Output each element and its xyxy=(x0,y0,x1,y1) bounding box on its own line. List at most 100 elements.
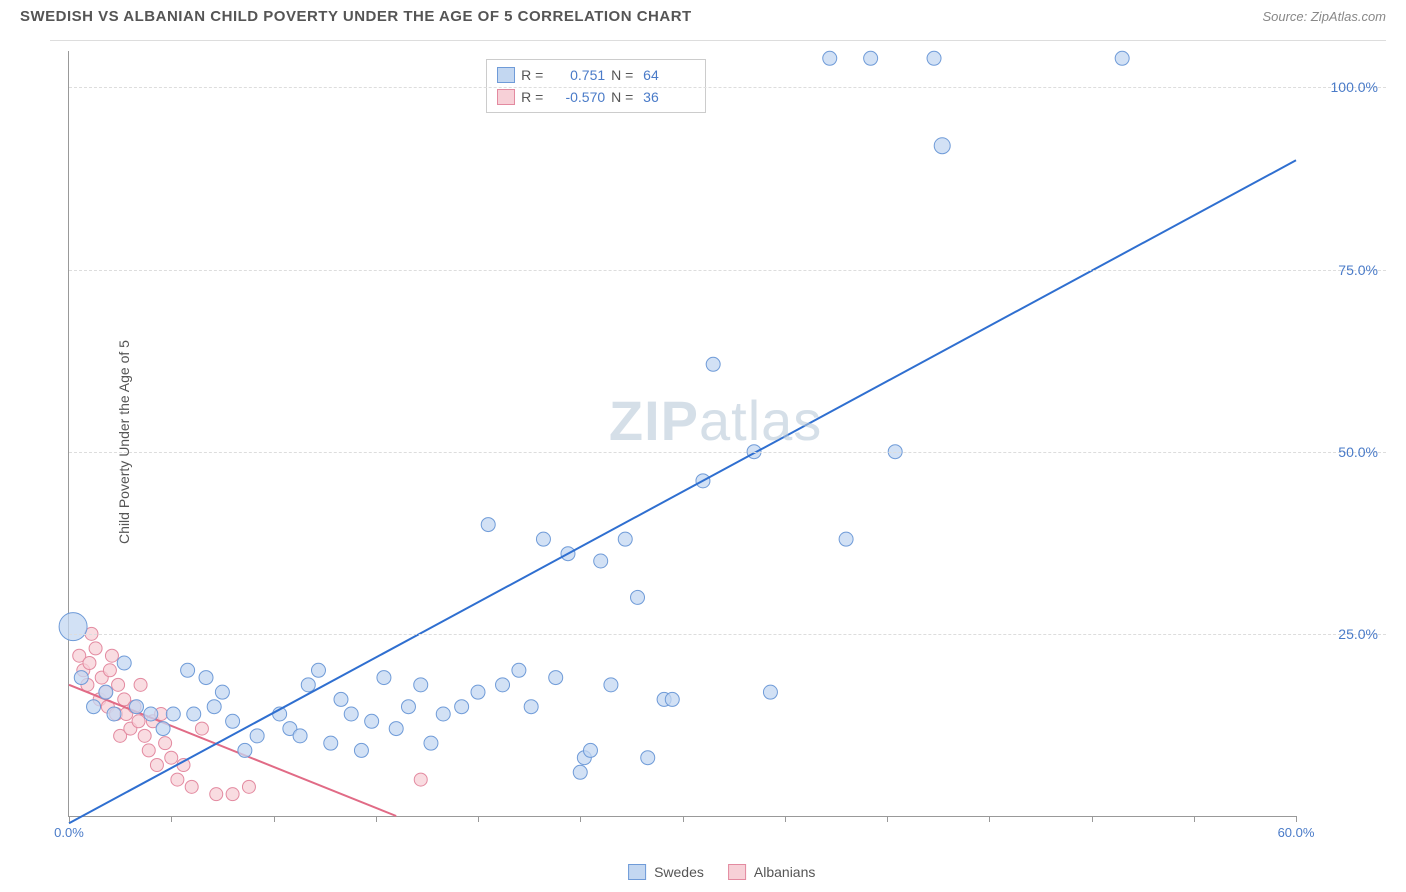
stat-r-value: -0.570 xyxy=(553,86,605,108)
data-point xyxy=(226,714,240,728)
data-point xyxy=(112,678,125,691)
x-tick xyxy=(989,816,990,822)
data-point xyxy=(144,707,158,721)
x-tick xyxy=(683,816,684,822)
data-point xyxy=(549,671,563,685)
data-point xyxy=(496,678,510,692)
data-point xyxy=(166,707,180,721)
x-tick xyxy=(785,816,786,822)
legend-swatch xyxy=(728,864,746,880)
data-point xyxy=(187,707,201,721)
x-tick xyxy=(69,816,70,822)
legend-swatch xyxy=(497,67,515,83)
data-point xyxy=(414,678,428,692)
data-point xyxy=(927,51,941,65)
data-point xyxy=(436,707,450,721)
x-tick xyxy=(1092,816,1093,822)
legend-item: Albanians xyxy=(728,864,816,880)
data-point xyxy=(823,51,837,65)
stats-row: R = -0.570 N = 36 xyxy=(497,86,695,108)
data-point xyxy=(455,700,469,714)
data-point xyxy=(129,700,143,714)
chart-title: SWEDISH VS ALBANIAN CHILD POVERTY UNDER … xyxy=(20,8,692,25)
data-point xyxy=(165,751,178,764)
data-point xyxy=(301,678,315,692)
data-point xyxy=(99,685,113,699)
data-point xyxy=(238,743,252,757)
x-tick xyxy=(478,816,479,822)
data-point xyxy=(389,722,403,736)
data-point xyxy=(631,590,645,604)
stats-box: R =0.751N =64R = -0.570 N = 36 xyxy=(486,59,706,113)
plot-area: ZIPatlas R =0.751N =64R =-0.570N =36 25.… xyxy=(68,51,1296,817)
data-point xyxy=(311,663,325,677)
data-point xyxy=(354,743,368,757)
data-point xyxy=(864,51,878,65)
data-point xyxy=(134,678,147,691)
x-tick-label: 60.0% xyxy=(1278,825,1315,840)
gridline xyxy=(69,87,1386,88)
data-point xyxy=(215,685,229,699)
data-point xyxy=(89,642,102,655)
data-point xyxy=(839,532,853,546)
bottom-legend: Swedes Albanians xyxy=(628,864,815,880)
data-point xyxy=(471,685,485,699)
data-point xyxy=(199,671,213,685)
data-point xyxy=(293,729,307,743)
data-point xyxy=(424,736,438,750)
data-point xyxy=(181,663,195,677)
data-point xyxy=(150,759,163,772)
data-point xyxy=(573,765,587,779)
data-point xyxy=(583,743,597,757)
stat-r-label: R = xyxy=(521,86,547,108)
legend-swatch xyxy=(628,864,646,880)
chart-source: Source: ZipAtlas.com xyxy=(1262,9,1386,24)
y-tick-label: 100.0% xyxy=(1331,79,1378,95)
data-point xyxy=(142,744,155,757)
data-point xyxy=(195,722,208,735)
data-point xyxy=(250,729,264,743)
data-point xyxy=(414,773,427,786)
data-point xyxy=(83,657,96,670)
data-point xyxy=(512,663,526,677)
chart-header: SWEDISH VS ALBANIAN CHILD POVERTY UNDER … xyxy=(0,0,1406,29)
data-point xyxy=(207,700,221,714)
data-point xyxy=(103,664,116,677)
y-tick-label: 50.0% xyxy=(1338,444,1378,460)
y-tick-label: 25.0% xyxy=(1338,626,1378,642)
stats-row: R =0.751N =64 xyxy=(497,64,695,86)
data-point xyxy=(334,692,348,706)
data-point xyxy=(171,773,184,786)
x-tick xyxy=(171,816,172,822)
data-point xyxy=(604,678,618,692)
stat-r-label: R = xyxy=(521,64,547,86)
data-point xyxy=(210,788,223,801)
data-point xyxy=(618,532,632,546)
legend-swatch xyxy=(497,89,515,105)
x-tick xyxy=(274,816,275,822)
data-point xyxy=(665,692,679,706)
data-point xyxy=(185,780,198,793)
data-point xyxy=(324,736,338,750)
y-tick-label: 75.0% xyxy=(1338,262,1378,278)
data-point xyxy=(138,729,151,742)
x-tick xyxy=(1296,816,1297,822)
plot-svg xyxy=(69,51,1296,816)
stat-n-label: N = xyxy=(611,86,637,108)
data-point xyxy=(1115,51,1129,65)
data-point xyxy=(74,671,88,685)
data-point xyxy=(763,685,777,699)
x-tick xyxy=(887,816,888,822)
data-point xyxy=(156,722,170,736)
data-point xyxy=(226,788,239,801)
data-point xyxy=(365,714,379,728)
regression-line xyxy=(69,160,1296,823)
legend-item: Swedes xyxy=(628,864,704,880)
stat-n-value: 36 xyxy=(643,86,695,108)
data-point xyxy=(107,707,121,721)
legend-label: Swedes xyxy=(654,864,704,880)
x-tick xyxy=(1194,816,1195,822)
stat-n-value: 64 xyxy=(643,64,695,86)
legend-label: Albanians xyxy=(754,864,816,880)
data-point xyxy=(105,649,118,662)
